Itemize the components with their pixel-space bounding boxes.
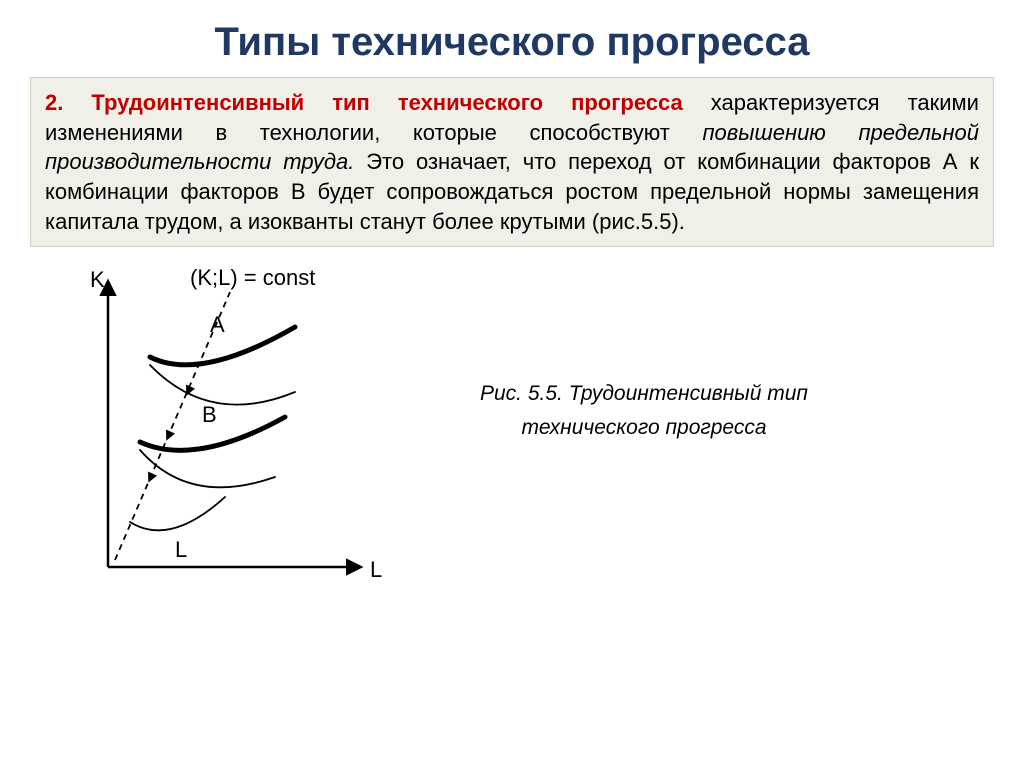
caption-line1: Рис. 5.5. Трудоинтенсивный тип [480, 377, 808, 411]
svg-text:B: B [202, 402, 217, 427]
figure-caption: Рис. 5.5. Трудоинтенсивный тип техническ… [480, 377, 808, 607]
slide-title: Типы технического прогресса [30, 20, 994, 65]
svg-text:A: A [210, 312, 225, 337]
svg-text:K: K [90, 267, 105, 292]
body-textbox: 2. Трудоинтенсивный тип технического про… [30, 77, 994, 247]
svg-text:(K;L) = const: (K;L) = const [190, 265, 315, 290]
isoquant-chart: K L L A B (K;L) = const [60, 267, 400, 607]
caption-line2: технического прогресса [480, 411, 808, 445]
lead-text: 2. Трудоинтенсивный тип технического про… [45, 90, 683, 115]
svg-text:L: L [175, 537, 187, 562]
svg-text:L: L [370, 557, 382, 582]
chart-svg: K L L A B (K;L) = const [60, 267, 400, 607]
